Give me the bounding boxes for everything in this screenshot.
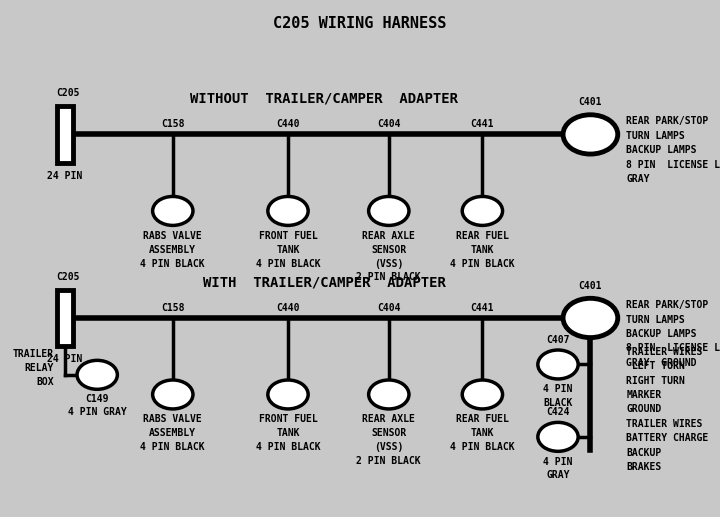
Text: BLACK: BLACK xyxy=(544,398,572,408)
Text: REAR AXLE: REAR AXLE xyxy=(362,231,415,240)
Text: WITHOUT  TRAILER/CAMPER  ADAPTER: WITHOUT TRAILER/CAMPER ADAPTER xyxy=(190,92,458,106)
Text: C404: C404 xyxy=(377,303,400,313)
Text: C205: C205 xyxy=(57,272,80,282)
Text: SENSOR: SENSOR xyxy=(372,428,406,438)
Circle shape xyxy=(462,380,503,409)
Text: C401: C401 xyxy=(579,97,602,107)
Circle shape xyxy=(563,115,618,154)
Text: RIGHT TURN: RIGHT TURN xyxy=(626,375,685,386)
Text: 4 PIN GRAY: 4 PIN GRAY xyxy=(68,407,127,417)
Text: GRAY  GROUND: GRAY GROUND xyxy=(626,358,697,368)
Text: RELAY: RELAY xyxy=(24,363,54,373)
Text: C205: C205 xyxy=(57,88,80,98)
Text: C149: C149 xyxy=(86,394,109,404)
Circle shape xyxy=(563,298,618,338)
Text: TANK: TANK xyxy=(276,245,300,254)
Text: 24 PIN: 24 PIN xyxy=(48,354,82,364)
Text: TANK: TANK xyxy=(471,245,494,254)
Text: TRAILER: TRAILER xyxy=(13,349,54,359)
Text: ASSEMBLY: ASSEMBLY xyxy=(149,245,197,254)
Text: FRONT FUEL: FRONT FUEL xyxy=(258,231,318,240)
Text: 4 PIN BLACK: 4 PIN BLACK xyxy=(140,442,205,452)
Text: TRAILER WIRES: TRAILER WIRES xyxy=(626,346,703,357)
Circle shape xyxy=(153,380,193,409)
Text: REAR FUEL: REAR FUEL xyxy=(456,231,509,240)
Text: BRAKES: BRAKES xyxy=(626,462,662,473)
FancyBboxPatch shape xyxy=(57,290,73,346)
Circle shape xyxy=(538,350,578,379)
Text: RABS VALVE: RABS VALVE xyxy=(143,231,202,240)
Text: WITH  TRAILER/CAMPER  ADAPTER: WITH TRAILER/CAMPER ADAPTER xyxy=(202,276,446,290)
Text: C424: C424 xyxy=(546,407,570,417)
Text: 8 PIN  LICENSE LAMPS: 8 PIN LICENSE LAMPS xyxy=(626,160,720,170)
Text: SENSOR: SENSOR xyxy=(372,245,406,254)
Circle shape xyxy=(153,196,193,225)
Circle shape xyxy=(369,380,409,409)
Text: REAR AXLE: REAR AXLE xyxy=(362,414,415,424)
Text: BOX: BOX xyxy=(37,377,54,387)
Text: REAR PARK/STOP: REAR PARK/STOP xyxy=(626,300,708,310)
Text: GRAY: GRAY xyxy=(546,470,570,480)
Text: C205 WIRING HARNESS: C205 WIRING HARNESS xyxy=(274,16,446,31)
Text: 4 PIN BLACK: 4 PIN BLACK xyxy=(256,258,320,268)
Circle shape xyxy=(462,196,503,225)
Text: 4 PIN BLACK: 4 PIN BLACK xyxy=(140,258,205,268)
Text: 4 PIN: 4 PIN xyxy=(544,384,572,394)
Text: C158: C158 xyxy=(161,303,184,313)
Circle shape xyxy=(268,380,308,409)
Text: (VSS): (VSS) xyxy=(374,442,403,452)
Text: BACKUP: BACKUP xyxy=(626,448,662,458)
Text: TANK: TANK xyxy=(276,428,300,438)
Text: FRONT FUEL: FRONT FUEL xyxy=(258,414,318,424)
Text: GRAY: GRAY xyxy=(626,174,650,185)
Text: TRAILER WIRES: TRAILER WIRES xyxy=(626,419,703,429)
Text: C440: C440 xyxy=(276,119,300,129)
Text: BACKUP LAMPS: BACKUP LAMPS xyxy=(626,145,697,156)
Text: C441: C441 xyxy=(471,119,494,129)
Circle shape xyxy=(369,196,409,225)
Text: 4 PIN: 4 PIN xyxy=(544,457,572,466)
Text: REAR FUEL: REAR FUEL xyxy=(456,414,509,424)
Text: 4 PIN BLACK: 4 PIN BLACK xyxy=(450,258,515,268)
Text: 24 PIN: 24 PIN xyxy=(48,171,82,180)
Circle shape xyxy=(268,196,308,225)
Text: 2 PIN BLACK: 2 PIN BLACK xyxy=(356,272,421,282)
Text: 2 PIN BLACK: 2 PIN BLACK xyxy=(356,456,421,466)
Circle shape xyxy=(77,360,117,389)
Text: 4 PIN BLACK: 4 PIN BLACK xyxy=(256,442,320,452)
Text: RABS VALVE: RABS VALVE xyxy=(143,414,202,424)
Text: BATTERY CHARGE: BATTERY CHARGE xyxy=(626,433,708,444)
Text: GROUND: GROUND xyxy=(626,404,662,415)
Text: ASSEMBLY: ASSEMBLY xyxy=(149,428,197,438)
Text: C401: C401 xyxy=(579,281,602,291)
Text: TURN LAMPS: TURN LAMPS xyxy=(626,131,685,141)
Text: TANK: TANK xyxy=(471,428,494,438)
FancyBboxPatch shape xyxy=(57,106,73,163)
Text: BACKUP LAMPS: BACKUP LAMPS xyxy=(626,329,697,339)
Text: C441: C441 xyxy=(471,303,494,313)
Text: LEFT TURN: LEFT TURN xyxy=(626,361,685,371)
Circle shape xyxy=(538,422,578,451)
Text: C440: C440 xyxy=(276,303,300,313)
Text: 4 PIN BLACK: 4 PIN BLACK xyxy=(450,442,515,452)
Text: C158: C158 xyxy=(161,119,184,129)
Text: MARKER: MARKER xyxy=(626,390,662,400)
Text: TURN LAMPS: TURN LAMPS xyxy=(626,314,685,325)
Text: REAR PARK/STOP: REAR PARK/STOP xyxy=(626,116,708,127)
Text: 8 PIN  LICENSE LAMPS: 8 PIN LICENSE LAMPS xyxy=(626,343,720,354)
Text: (VSS): (VSS) xyxy=(374,258,403,268)
Text: C404: C404 xyxy=(377,119,400,129)
Text: C407: C407 xyxy=(546,335,570,345)
